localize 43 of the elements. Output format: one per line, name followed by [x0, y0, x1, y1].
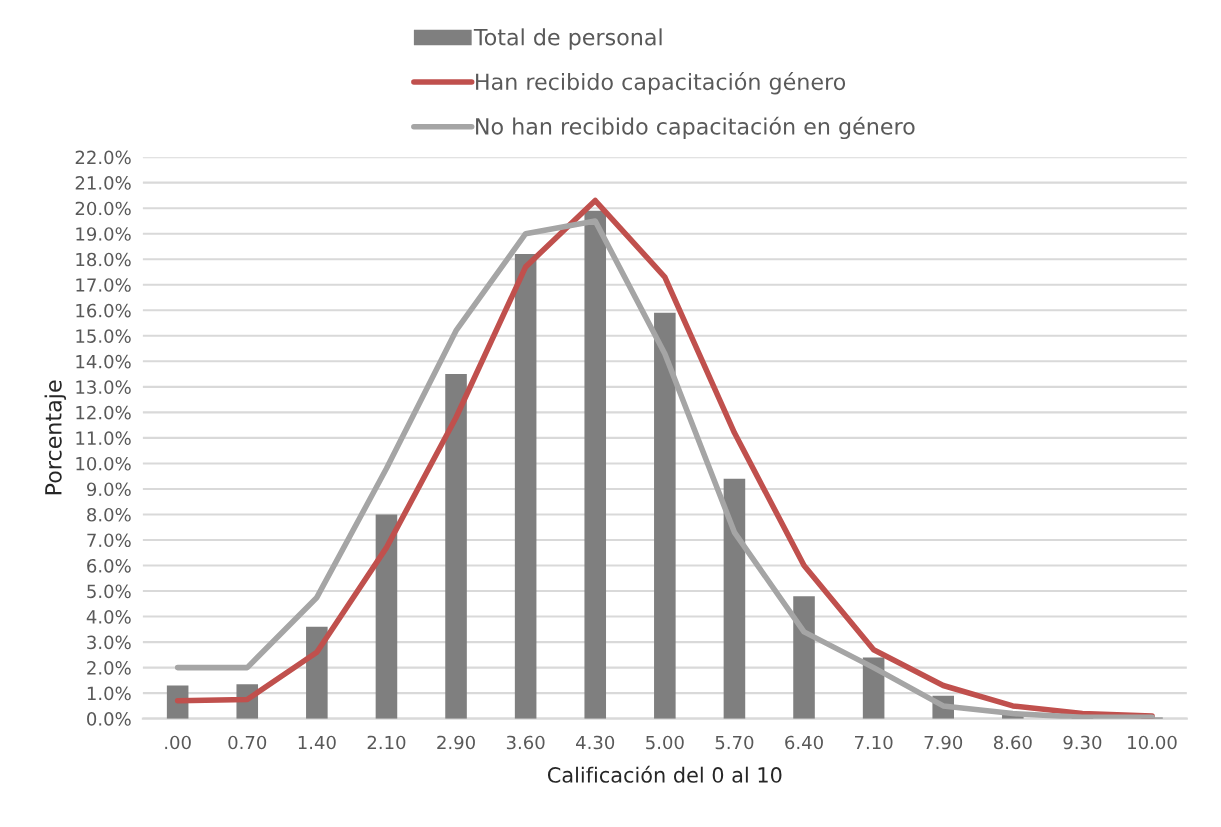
y-tick-label: 10.0% — [76, 456, 131, 471]
x-tick-label: 7.10 — [855, 735, 893, 750]
y-tick-label: 7.0% — [87, 533, 131, 548]
x-tick-label: 9.30 — [1063, 735, 1102, 750]
legend-label: Total de personal — [473, 28, 662, 50]
y-tick-label: 21.0% — [75, 176, 131, 190]
y-tick-label: 22.0% — [75, 150, 131, 165]
y-tick-label: 16.0% — [76, 303, 131, 318]
x-tick-label: 6.40 — [785, 735, 823, 750]
y-tick-label: 20.0% — [75, 201, 131, 216]
y-tick-label: 6.0% — [87, 558, 131, 573]
x-tick-label: 10.00 — [1128, 735, 1177, 750]
y-tick-label: 1.0% — [87, 686, 131, 701]
x-tick-label: 3.60 — [506, 735, 545, 750]
x-tick-label: 0.70 — [228, 735, 267, 750]
x-tick-label: 8.60 — [993, 735, 1032, 750]
y-tick-label: 18.0% — [76, 252, 131, 267]
y-tick-label: 17.0% — [76, 278, 131, 292]
y-tick-label: 5.0% — [87, 584, 131, 599]
y-tick-label: 0.0% — [87, 712, 131, 726]
x-tick-label: 2.90 — [437, 735, 475, 750]
x-axis-title: Calificación del 0 al 10 — [547, 765, 782, 783]
x-tick-label: .00 — [165, 735, 191, 750]
legend-label: Han recibido capacitación género — [476, 72, 846, 95]
y-tick-label: 9.0% — [87, 482, 131, 497]
y-tick-label: 15.0% — [76, 329, 131, 343]
y-tick-label: 13.0% — [76, 380, 131, 394]
x-tick-label: 4.30 — [576, 735, 615, 750]
legend-label: No han recibido capacitación en género — [476, 116, 915, 140]
y-tick-label: 14.0% — [76, 354, 131, 369]
x-tick-label: 2.10 — [367, 735, 406, 750]
y-tick-label: 3.0% — [87, 635, 131, 650]
y-tick-label: 19.0% — [76, 227, 131, 241]
x-tick-label: 7.90 — [924, 735, 963, 750]
x-tick-label: 5.00 — [646, 735, 684, 750]
y-tick-label: 4.0% — [86, 610, 131, 624]
x-tick-label: 1.40 — [298, 735, 336, 750]
x-tick-label: 5.70 — [715, 735, 754, 750]
y-axis-title: Porcentaje — [44, 380, 67, 495]
y-tick-label: 2.0% — [87, 661, 131, 675]
y-tick-label: 12.0% — [76, 405, 131, 420]
y-tick-label: 11.0% — [76, 431, 131, 446]
y-tick-label: 8.0% — [87, 507, 131, 522]
